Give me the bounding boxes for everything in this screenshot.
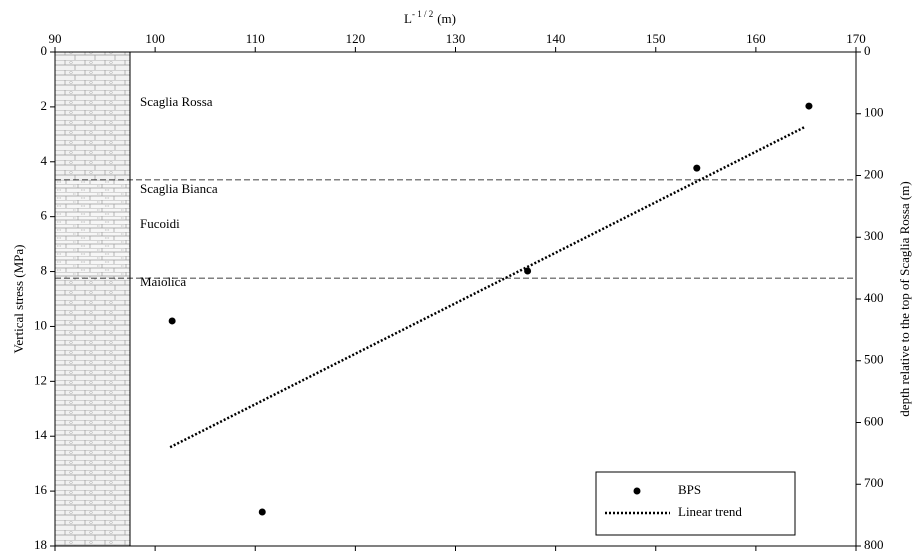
data-point xyxy=(693,164,701,172)
formation-label: Maiolica xyxy=(140,274,186,289)
x-label-base: L xyxy=(404,11,412,26)
marl xyxy=(55,179,130,279)
x-tick-label: 110 xyxy=(246,31,265,46)
x-label-sup: - 1 / 2 xyxy=(412,9,433,19)
x-tick-label: 140 xyxy=(546,31,566,46)
y-tick-label: 2 xyxy=(41,98,48,113)
legend-label: BPS xyxy=(678,482,701,497)
y2-tick-label: 300 xyxy=(864,228,884,243)
x-label-unit: (m) xyxy=(437,11,456,26)
x-tick-label: 160 xyxy=(746,31,766,46)
y-tick-label: 14 xyxy=(34,427,48,442)
y2-tick-label: 800 xyxy=(864,537,884,552)
limestone xyxy=(55,52,130,180)
trend-line xyxy=(169,125,806,449)
x-tick-label: 100 xyxy=(145,31,165,46)
formation-label: Scaglia Bianca xyxy=(140,181,218,196)
y-tick-label: 16 xyxy=(34,482,48,497)
y-axis-label: Vertical stress (MPa) xyxy=(11,244,26,353)
x-tick-label: 170 xyxy=(846,31,866,46)
x-tick-label: 120 xyxy=(346,31,366,46)
y2-tick-label: 100 xyxy=(864,105,884,120)
data-point xyxy=(805,102,813,110)
y2-tick-label: 500 xyxy=(864,352,884,367)
x-tick-label: 130 xyxy=(446,31,466,46)
data-point xyxy=(524,267,532,275)
y-tick-label: 4 xyxy=(41,153,48,168)
y-tick-label: 0 xyxy=(41,43,48,58)
y-tick-label: 18 xyxy=(34,537,47,552)
y-tick-label: 6 xyxy=(41,208,48,223)
y-tick-label: 10 xyxy=(34,317,47,332)
lithology-column xyxy=(55,52,131,546)
y-tick-label: 12 xyxy=(34,372,47,387)
y2-tick-label: 200 xyxy=(864,166,884,181)
data-point xyxy=(258,508,266,516)
y2-tick-label: 0 xyxy=(864,43,871,58)
legend-box xyxy=(595,471,796,536)
y2-axis-label: depth relative to the top of Scaglia Ros… xyxy=(897,181,912,416)
formation-label: Scaglia Rossa xyxy=(140,94,213,109)
x-axis-label: L- 1 / 2 (m) xyxy=(404,9,456,26)
legend-label: Linear trend xyxy=(678,504,742,519)
limestone xyxy=(55,278,130,546)
formation-label: Fucoidi xyxy=(140,216,180,231)
x-tick-label: 90 xyxy=(49,31,62,46)
data-point xyxy=(168,317,176,325)
y-tick-label: 8 xyxy=(41,263,48,278)
y2-tick-label: 600 xyxy=(864,413,884,428)
y2-tick-label: 400 xyxy=(864,290,884,305)
legend-marker xyxy=(633,487,641,495)
x-tick-label: 150 xyxy=(646,31,666,46)
y2-tick-label: 700 xyxy=(864,475,884,490)
